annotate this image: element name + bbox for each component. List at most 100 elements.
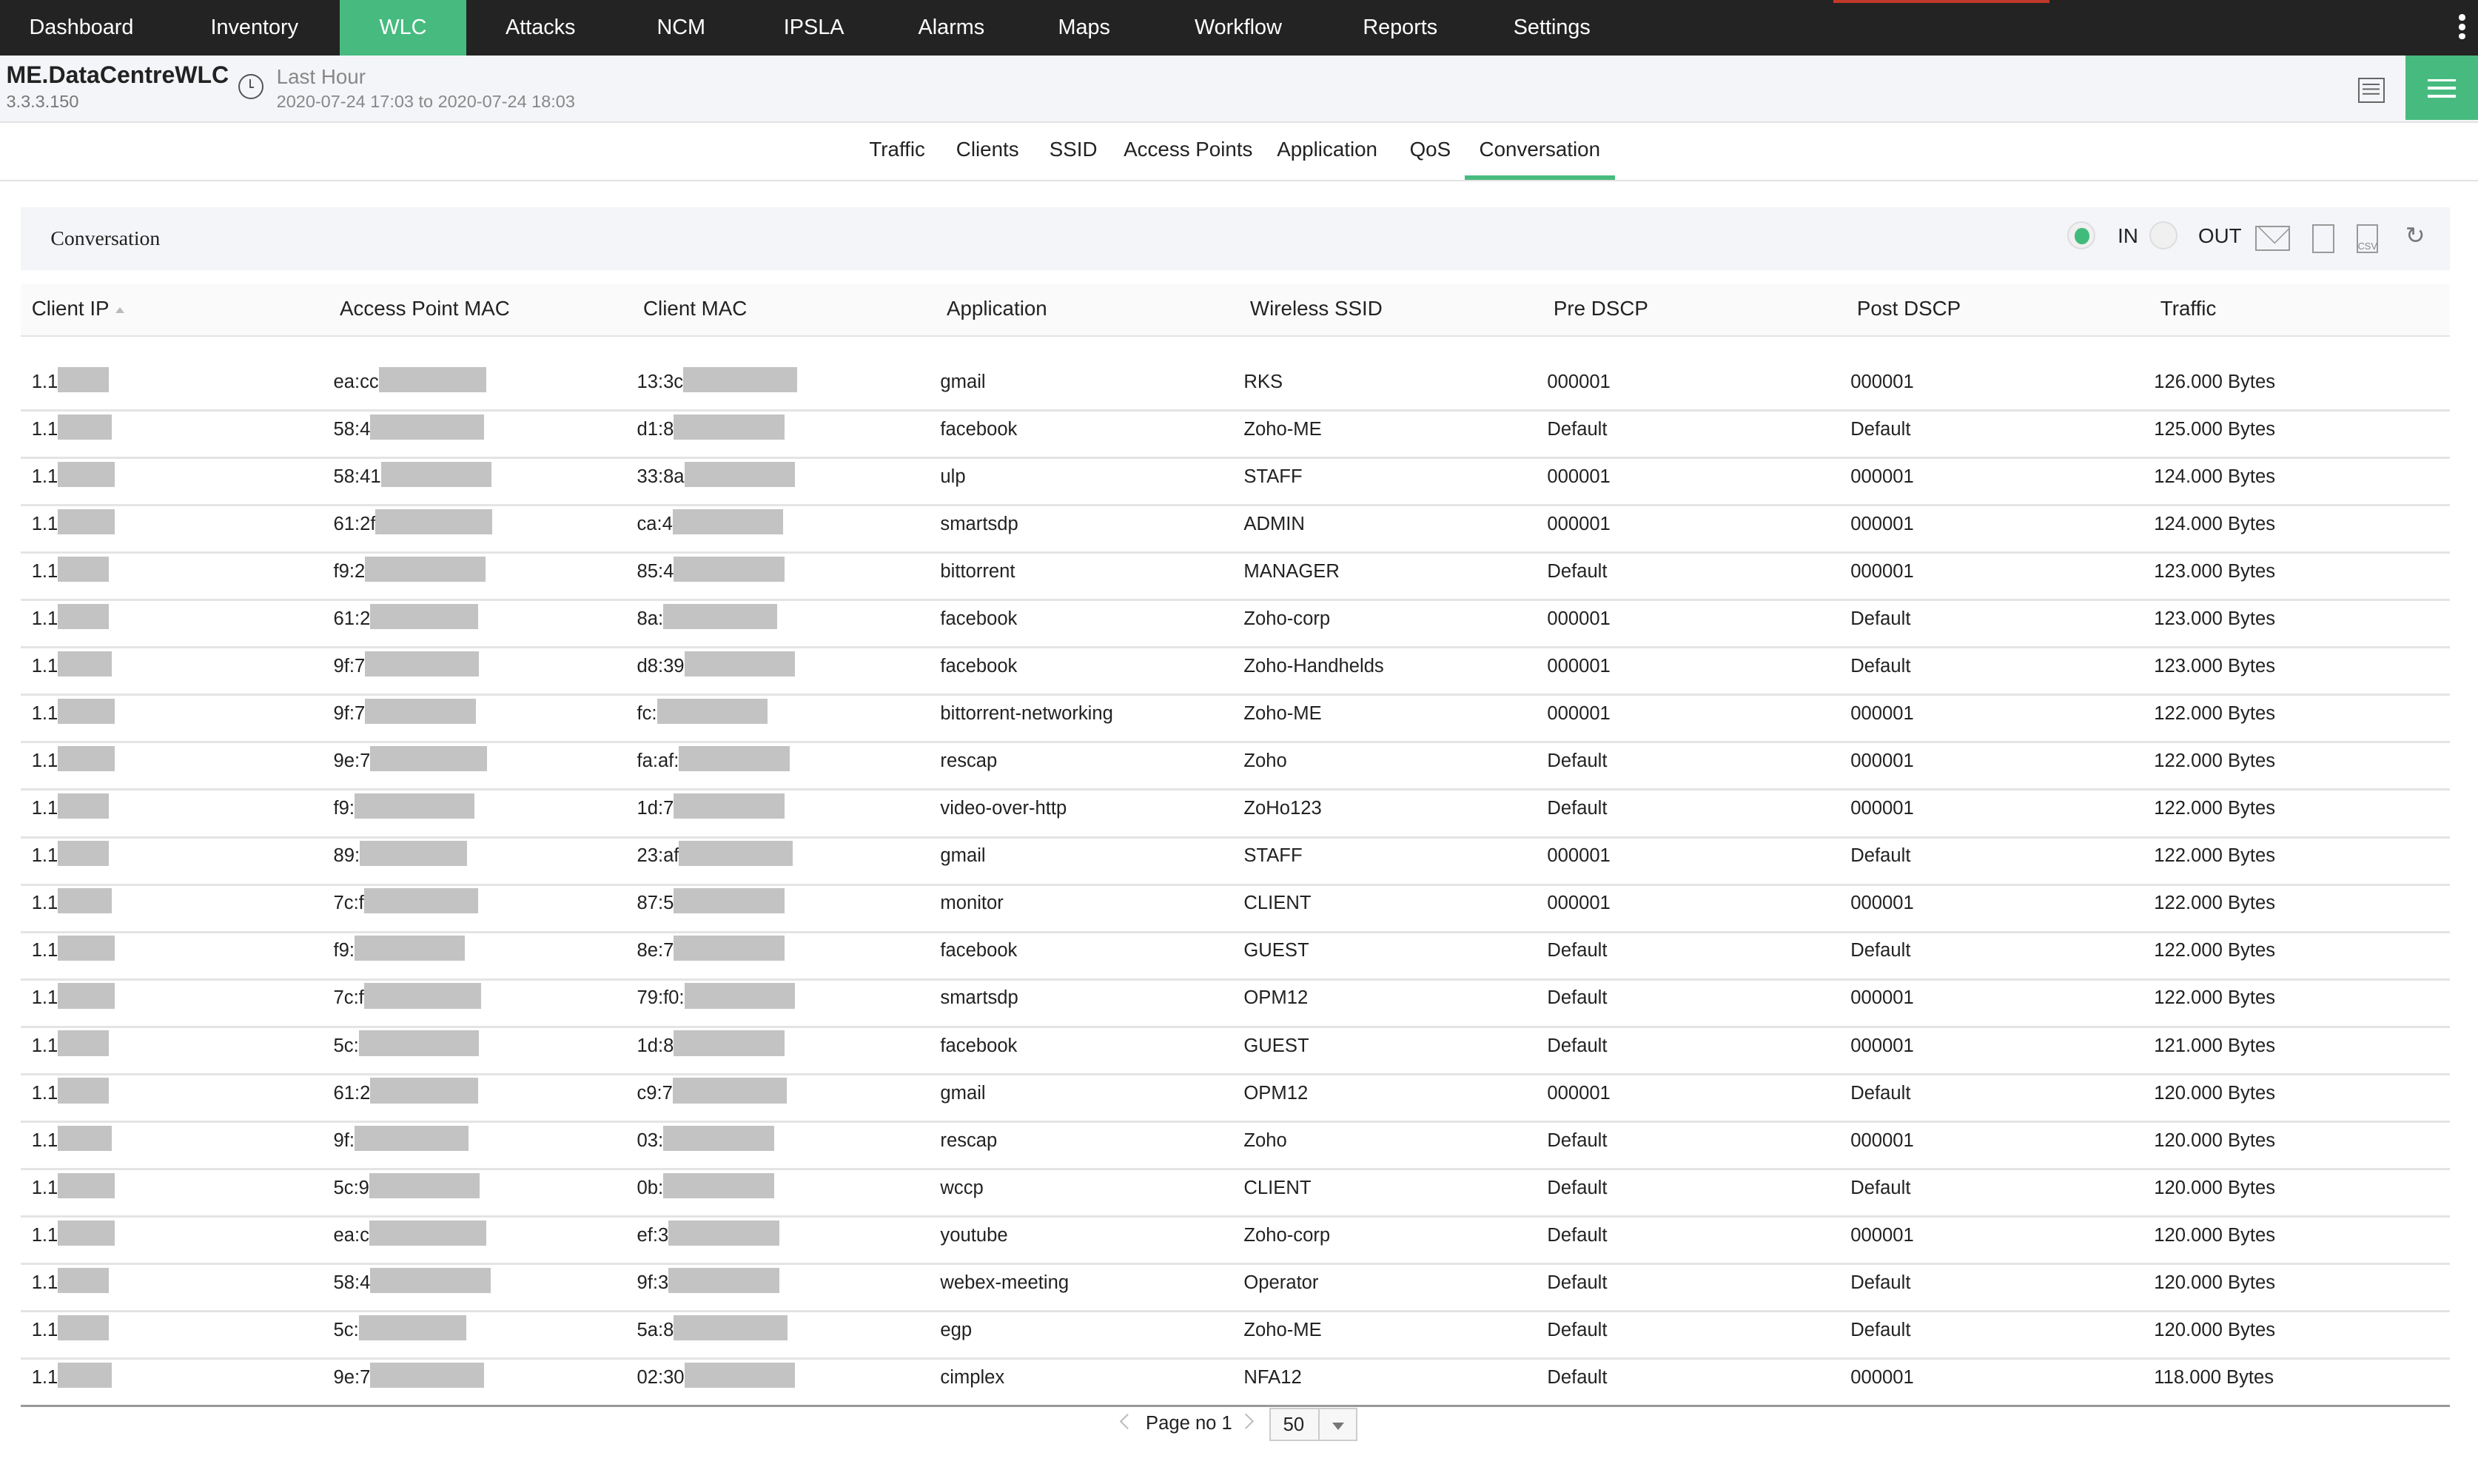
table-row[interactable]: 1.1 9e:7 02:30 cimplex NFA12 Default 000001 118… [20, 1357, 2450, 1408]
client-mac-cell: c9:7 [637, 1078, 787, 1104]
ssid-cell: Zoho-ME [1243, 419, 1321, 440]
table-row[interactable]: 1.1 f9:2 85:4 bittorrent MANAGER Default 00000… [20, 551, 2450, 602]
nav-item-reports[interactable]: Reports [1363, 16, 1438, 39]
tab-conversation[interactable]: Conversation [1479, 137, 1601, 161]
tab-application[interactable]: Application [1277, 137, 1377, 161]
table-row[interactable]: 1.1 7c:f 87:5 monitor CLIENT 000001 000001 122.… [20, 884, 2450, 933]
column-header-client-mac[interactable]: Client MAC [643, 297, 747, 320]
table-row[interactable]: 1.1 61:2f ca:4 smartsdp ADMIN 000001 000001 124… [20, 504, 2450, 554]
table-row[interactable]: 1.1 9e:7 fa:af: rescap Zoho Default 000001 122.… [20, 741, 2450, 791]
next-page-icon[interactable] [1238, 1414, 1254, 1429]
redaction-box [370, 603, 478, 630]
table-row[interactable]: 1.1 5c: 1d:8 facebook GUEST Default 000001 121.… [20, 1026, 2450, 1075]
tab-qos[interactable]: QoS [1409, 137, 1451, 161]
time-range: 2020-07-24 17:03 to 2020-07-24 18:03 [276, 91, 575, 111]
ssid-cell: CLIENT [1243, 893, 1311, 914]
cell-text: 23:af [637, 845, 679, 867]
table-row[interactable]: 1.1 9f: 03: rescap Zoho Default 000001 120.000 … [20, 1121, 2450, 1170]
table-row[interactable]: 1.1 58:41 33:8a ulp STAFF 000001 000001 124.000… [20, 457, 2450, 507]
ap-mac-cell: 61:2f [334, 508, 493, 535]
page-size-select[interactable]: 50 [1269, 1408, 1358, 1442]
cell-text: 5a:8 [637, 1319, 674, 1340]
column-header-traffic[interactable]: Traffic [2160, 297, 2217, 320]
table-row[interactable]: 1.1 61:2 8a: facebook Zoho-corp 000001 Default… [20, 599, 2450, 649]
redaction-box [58, 1362, 112, 1388]
time-period[interactable]: Last Hour [276, 64, 366, 88]
table-row[interactable]: 1.1 58:4 d1:8 facebook Zoho-ME Default Default… [20, 409, 2450, 460]
prev-page-icon[interactable] [1119, 1414, 1135, 1429]
redaction-box [363, 888, 478, 914]
tab-traffic[interactable]: Traffic [869, 137, 925, 161]
out-radio[interactable] [2149, 221, 2178, 250]
hamburger-menu-button[interactable] [2405, 55, 2478, 121]
tab-clients[interactable]: Clients [956, 137, 1019, 161]
csv-export-icon[interactable]: CSV [2356, 224, 2379, 253]
cell-text: f9: [333, 798, 355, 819]
ap-mac-cell: 58:4 [333, 1267, 491, 1294]
column-header-post-dscp[interactable]: Post DSCP [1857, 297, 1961, 320]
sort-icon[interactable] [115, 307, 125, 314]
cell-text: Default [1850, 1177, 1911, 1198]
cell-text: 120.000 Bytes [2154, 1177, 2276, 1198]
table-row[interactable]: 1.1 5c:9 0b: wccp CLIENT Default Default 120.00… [20, 1168, 2450, 1218]
table-row[interactable]: 1.1 ea:cc 13:3c gmail RKS 000001 000001 126.000… [20, 362, 2450, 412]
cell-text: STAFF [1243, 845, 1303, 867]
table-row[interactable]: 1.1 7c:f 79:f0: smartsdp OPM12 Default 000001 1… [20, 978, 2450, 1028]
traffic-cell: 122.000 Bytes [2154, 940, 2275, 961]
table-row[interactable]: 1.1 58:4 9f:3 webex-meeting Operator Default D… [20, 1263, 2450, 1313]
layout-icon[interactable] [2357, 77, 2385, 103]
column-header-label: Traffic [2160, 297, 2217, 320]
tab-ssid[interactable]: SSID [1049, 137, 1098, 161]
nav-item-alarms[interactable]: Alarms [918, 16, 985, 39]
nav-item-wlc[interactable]: WLC [340, 0, 466, 56]
cell-text: 122.000 Bytes [2154, 987, 2276, 1009]
table-row[interactable]: 1.1 f9: 8e:7 facebook GUEST Default Default 122… [20, 931, 2450, 981]
cell-text: 1.1 [31, 1366, 58, 1388]
column-header-client-ip[interactable]: Client IP [32, 297, 125, 320]
table-row[interactable]: 1.1 9f:7 d8:39 facebook Zoho-Handhelds 000001… [20, 646, 2450, 696]
client-mac-cell: d8:39 [637, 651, 796, 677]
pdf-export-icon[interactable] [2311, 224, 2334, 253]
ap-mac-cell: ea:c [334, 1220, 486, 1246]
email-icon[interactable] [2254, 226, 2290, 252]
cell-text: 58:4 [333, 1272, 371, 1293]
nav-item-workflow[interactable]: Workflow [1194, 16, 1282, 39]
table-row[interactable]: 1.1 89: 23:af gmail STAFF 000001 Default 122.00… [20, 836, 2450, 886]
tab-access-points[interactable]: Access Points [1124, 137, 1253, 161]
more-options-icon[interactable] [2459, 14, 2465, 42]
application-cell: ulp [940, 466, 965, 488]
nav-item-settings[interactable]: Settings [1513, 16, 1591, 39]
post-dscp-cell: Default [1850, 608, 1910, 630]
client-mac-cell: 23:af [637, 841, 793, 867]
nav-item-inventory[interactable]: Inventory [210, 16, 298, 39]
chevron-down-icon [1332, 1422, 1344, 1430]
nav-item-ncm[interactable]: NCM [657, 16, 706, 39]
ap-mac-cell: 9f:7 [334, 651, 479, 677]
column-header-access-point-mac[interactable]: Access Point MAC [340, 297, 510, 320]
nav-item-attacks[interactable]: Attacks [505, 16, 576, 39]
application-cell: egp [940, 1320, 972, 1341]
table-row[interactable]: 1.1 5c: 5a:8 egp Zoho-ME Default Default 120.00… [20, 1310, 2450, 1360]
cell-text: 121.000 Bytes [2154, 1035, 2276, 1056]
cell-text: rescap [940, 751, 998, 772]
table-row[interactable]: 1.1 61:2 c9:7 gmail OPM12 000001 Default 120.00… [20, 1073, 2450, 1123]
application-cell: rescap [940, 1130, 997, 1152]
table-row[interactable]: 1.1 f9: 1d:7 video-over-http ZoHo123 Default 0… [20, 788, 2450, 839]
redaction-box [684, 1362, 796, 1388]
device-name: ME.DataCentreWLC [6, 61, 229, 89]
in-radio[interactable] [2066, 221, 2096, 250]
table-row[interactable]: 1.1 ea:c ef:3 youtube Zoho-corp Default 000001… [20, 1215, 2450, 1266]
column-header-application[interactable]: Application [947, 297, 1047, 320]
column-header-wireless-ssid[interactable]: Wireless SSID [1250, 297, 1383, 320]
refresh-icon[interactable]: ↻ [2405, 221, 2425, 249]
post-dscp-cell: Default [1850, 1083, 1910, 1104]
nav-item-dashboard[interactable]: Dashboard [29, 16, 134, 39]
column-header-pre-dscp[interactable]: Pre DSCP [1554, 297, 1648, 320]
redaction-box [663, 1172, 774, 1198]
cell-text: 000001 [1850, 1366, 1914, 1388]
clock-icon[interactable] [238, 74, 264, 100]
redaction-box [375, 508, 493, 534]
table-row[interactable]: 1.1 9f:7 fc: bittorrent-networking Zoho-ME 00… [20, 694, 2450, 744]
nav-item-ipsla[interactable]: IPSLA [783, 16, 845, 39]
nav-item-maps[interactable]: Maps [1058, 16, 1110, 39]
